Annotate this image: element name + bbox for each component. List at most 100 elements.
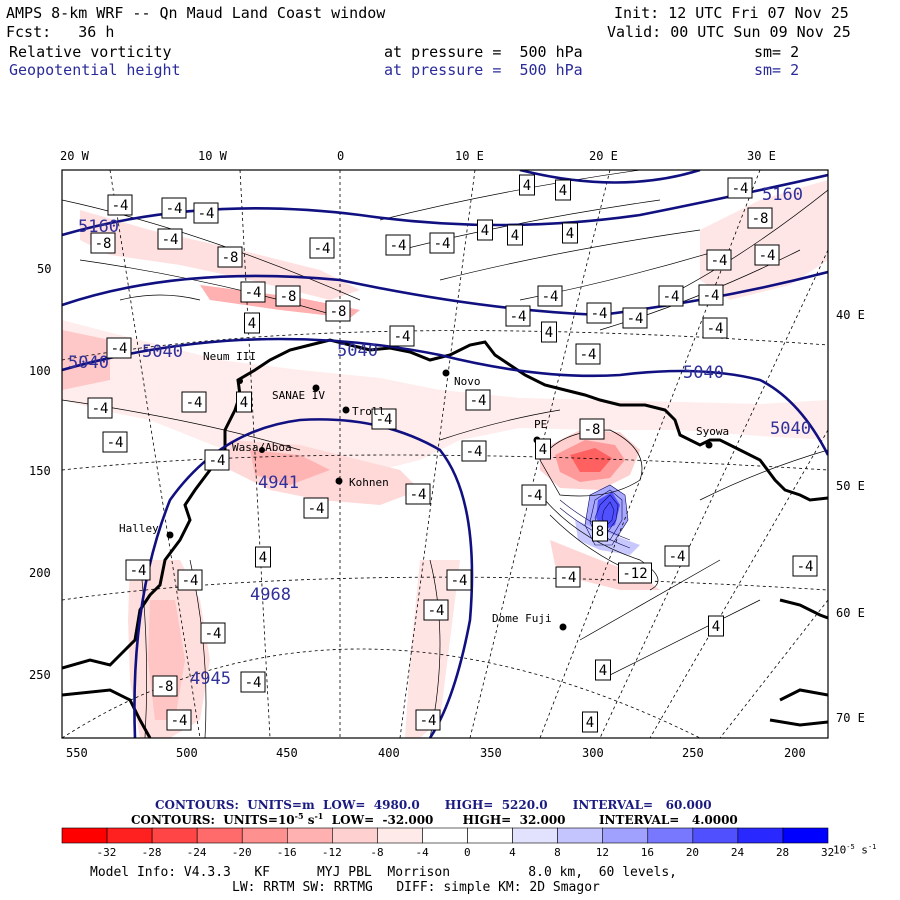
lon-label-50e: 50 E	[836, 479, 865, 493]
vorticity-value-label: -4	[181, 391, 207, 413]
svg-text:-4: -4	[308, 501, 325, 517]
vorticity-value-label: 4	[582, 711, 598, 733]
svg-text:-8: -8	[157, 679, 174, 695]
vorticity-value-label: -4	[193, 202, 219, 224]
vorticity-value-label: -4	[106, 337, 132, 359]
vorticity-value-label: -4	[204, 449, 230, 471]
colorbar-tick-label: 20	[685, 846, 700, 859]
station-halley: Halley	[119, 522, 159, 535]
init-time: Init: 12 UTC Fri 07 Nov 25	[614, 4, 849, 22]
colorbar-tick-label: -12	[321, 846, 342, 859]
field2-name: Geopotential height	[9, 61, 181, 79]
svg-text:-4: -4	[466, 444, 483, 460]
colorbar-tick-label: 32	[821, 846, 835, 859]
colorbar-swatch	[377, 827, 423, 844]
svg-text:4: 4	[240, 395, 248, 411]
colorbar-units: 10-5 s-1	[833, 843, 876, 857]
svg-text:-4: -4	[394, 329, 411, 345]
colorbar-swatch	[467, 827, 513, 844]
svg-text:-4: -4	[591, 306, 608, 322]
svg-text:-4: -4	[526, 488, 543, 504]
svg-text:-4: -4	[111, 341, 128, 357]
vorticity-value-label: -4	[664, 545, 690, 567]
svg-text:8: 8	[596, 524, 604, 540]
svg-text:4: 4	[511, 228, 519, 244]
svg-text:-4: -4	[314, 241, 331, 257]
vorticity-value-label: 4	[477, 219, 493, 241]
svg-text:-4: -4	[707, 321, 724, 337]
vorticity-value-label: -4	[521, 484, 547, 506]
colorbar-swatch	[106, 827, 153, 844]
svg-text:-4: -4	[663, 289, 680, 305]
vorticity-value-label: -4	[240, 281, 266, 303]
height-contour-label: 5040	[142, 342, 183, 362]
contour-units-exp2: -1	[314, 811, 324, 821]
colorbar-swatch	[151, 827, 198, 844]
svg-text:4: 4	[539, 442, 547, 458]
field2-level: at pressure = 500 hPa	[384, 61, 583, 79]
vorticity-value-label: -4	[303, 497, 329, 519]
y-tick-200: 200	[29, 566, 51, 580]
model-info: Model Info: V4.3.3 KF MYJ PBL Morrison 8…	[90, 865, 677, 880]
vorticity-value-label: -4	[405, 483, 431, 505]
colorbar-swatch	[241, 827, 288, 844]
vorticity-value-label: -8	[275, 285, 301, 307]
vorticity-value-label: 4	[708, 615, 724, 637]
svg-text:-4: -4	[107, 435, 124, 451]
height-contour-label: 5040	[770, 419, 811, 439]
x-tick-400: 400	[378, 746, 400, 760]
height-contour-label: 4941	[258, 473, 299, 493]
contour-units-s: s	[303, 813, 315, 827]
colorbar-tick-label: -4	[415, 846, 429, 859]
forecast-hour: Fcst: 36 h	[6, 23, 115, 41]
x-tick-300: 300	[582, 746, 604, 760]
vorticity-value-label: 4	[535, 438, 551, 460]
x-tick-550: 550	[66, 746, 88, 760]
plot-title: AMPS 8-km WRF -- Qn Maud Land Coast wind…	[6, 4, 386, 22]
svg-text:-4: -4	[428, 603, 445, 619]
lon-label-0: 0	[337, 149, 345, 163]
field2-smoothing: sm= 2	[754, 61, 800, 79]
station-novo: Novo	[454, 375, 481, 388]
vorticity-value-label: -4	[537, 285, 563, 307]
svg-text:-8: -8	[752, 211, 769, 227]
station-dome-fuji: Dome Fuji	[492, 612, 552, 625]
colorbar-swatch	[512, 827, 558, 844]
svg-text:-4: -4	[245, 285, 262, 301]
svg-text:-4: -4	[130, 563, 147, 579]
height-contour-label: 4968	[250, 585, 291, 605]
vorticity-value-label: -4	[107, 194, 133, 216]
svg-text:-8: -8	[584, 422, 601, 438]
svg-text:4: 4	[545, 325, 553, 341]
vorticity-value-label: -4	[698, 284, 724, 306]
vorticity-value-label: -8	[747, 207, 773, 229]
colorbar-tick-label: 12	[595, 846, 609, 859]
vorticity-value-label: 4	[562, 222, 578, 244]
vorticity-value-label: -4	[461, 440, 487, 462]
colorbar-tick-label: 8	[554, 846, 561, 859]
y-tick-250: 250	[29, 668, 51, 682]
vorticity-value-label: 4	[507, 224, 523, 246]
height-contour-info: CONTOURS: UNITS=m LOW= 4980.0 HIGH= 5220…	[155, 798, 712, 812]
cbar-units-exp: -5	[846, 843, 855, 851]
x-tick-200: 200	[784, 746, 806, 760]
contour-units-exp: -5	[294, 811, 304, 821]
lon-label-10e: 10 E	[455, 149, 484, 163]
svg-text:-4: -4	[703, 288, 720, 304]
vorticity-value-label: -4	[505, 305, 531, 327]
cbar-units-s: s	[854, 843, 868, 857]
lon-label-40e: 40 E	[836, 308, 865, 322]
svg-text:4: 4	[566, 226, 574, 242]
station-wasa-aboa: Wasa/Aboa	[232, 441, 292, 454]
svg-text:-4: -4	[711, 253, 728, 269]
vorticity-value-label: -4	[415, 709, 441, 731]
svg-text:4: 4	[712, 619, 720, 635]
valid-time: Valid: 00 UTC Sun 09 Nov 25	[607, 23, 851, 41]
svg-text:-4: -4	[376, 412, 393, 428]
vorticity-value-label: 4	[541, 321, 557, 343]
lon-label-70e: 70 E	[836, 711, 865, 725]
station-markers	[166, 369, 713, 631]
vorticity-value-label: -4	[240, 671, 266, 693]
